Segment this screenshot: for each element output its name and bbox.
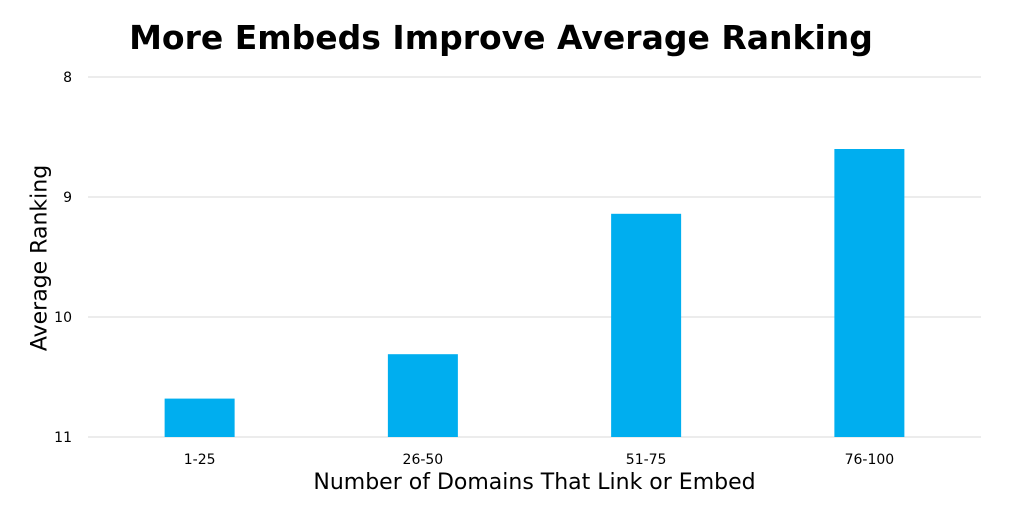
bar-76-100 (834, 149, 905, 437)
y-tick-label: 8 (63, 70, 72, 86)
x-tick-labels: 1-25 26-50 51-75 76-100 (184, 452, 894, 468)
gridlines (88, 76, 981, 438)
x-tick-label: 1-25 (184, 452, 216, 468)
bar-1-25 (164, 398, 235, 437)
x-tick-label: 26-50 (403, 452, 444, 468)
x-tick-label: 76-100 (845, 452, 895, 468)
y-tick-labels: 8 9 10 11 (54, 70, 72, 446)
bar-26-50 (387, 354, 458, 437)
y-tick-label: 10 (54, 310, 72, 326)
bars (164, 149, 905, 437)
y-tick-label: 9 (63, 190, 72, 206)
chart-title: More Embeds Improve Average Ranking (129, 18, 873, 57)
x-axis-label: Number of Domains That Link or Embed (313, 470, 756, 495)
x-tick-label: 51-75 (626, 452, 667, 468)
y-tick-label: 11 (54, 430, 72, 446)
bar-51-75 (611, 213, 682, 437)
